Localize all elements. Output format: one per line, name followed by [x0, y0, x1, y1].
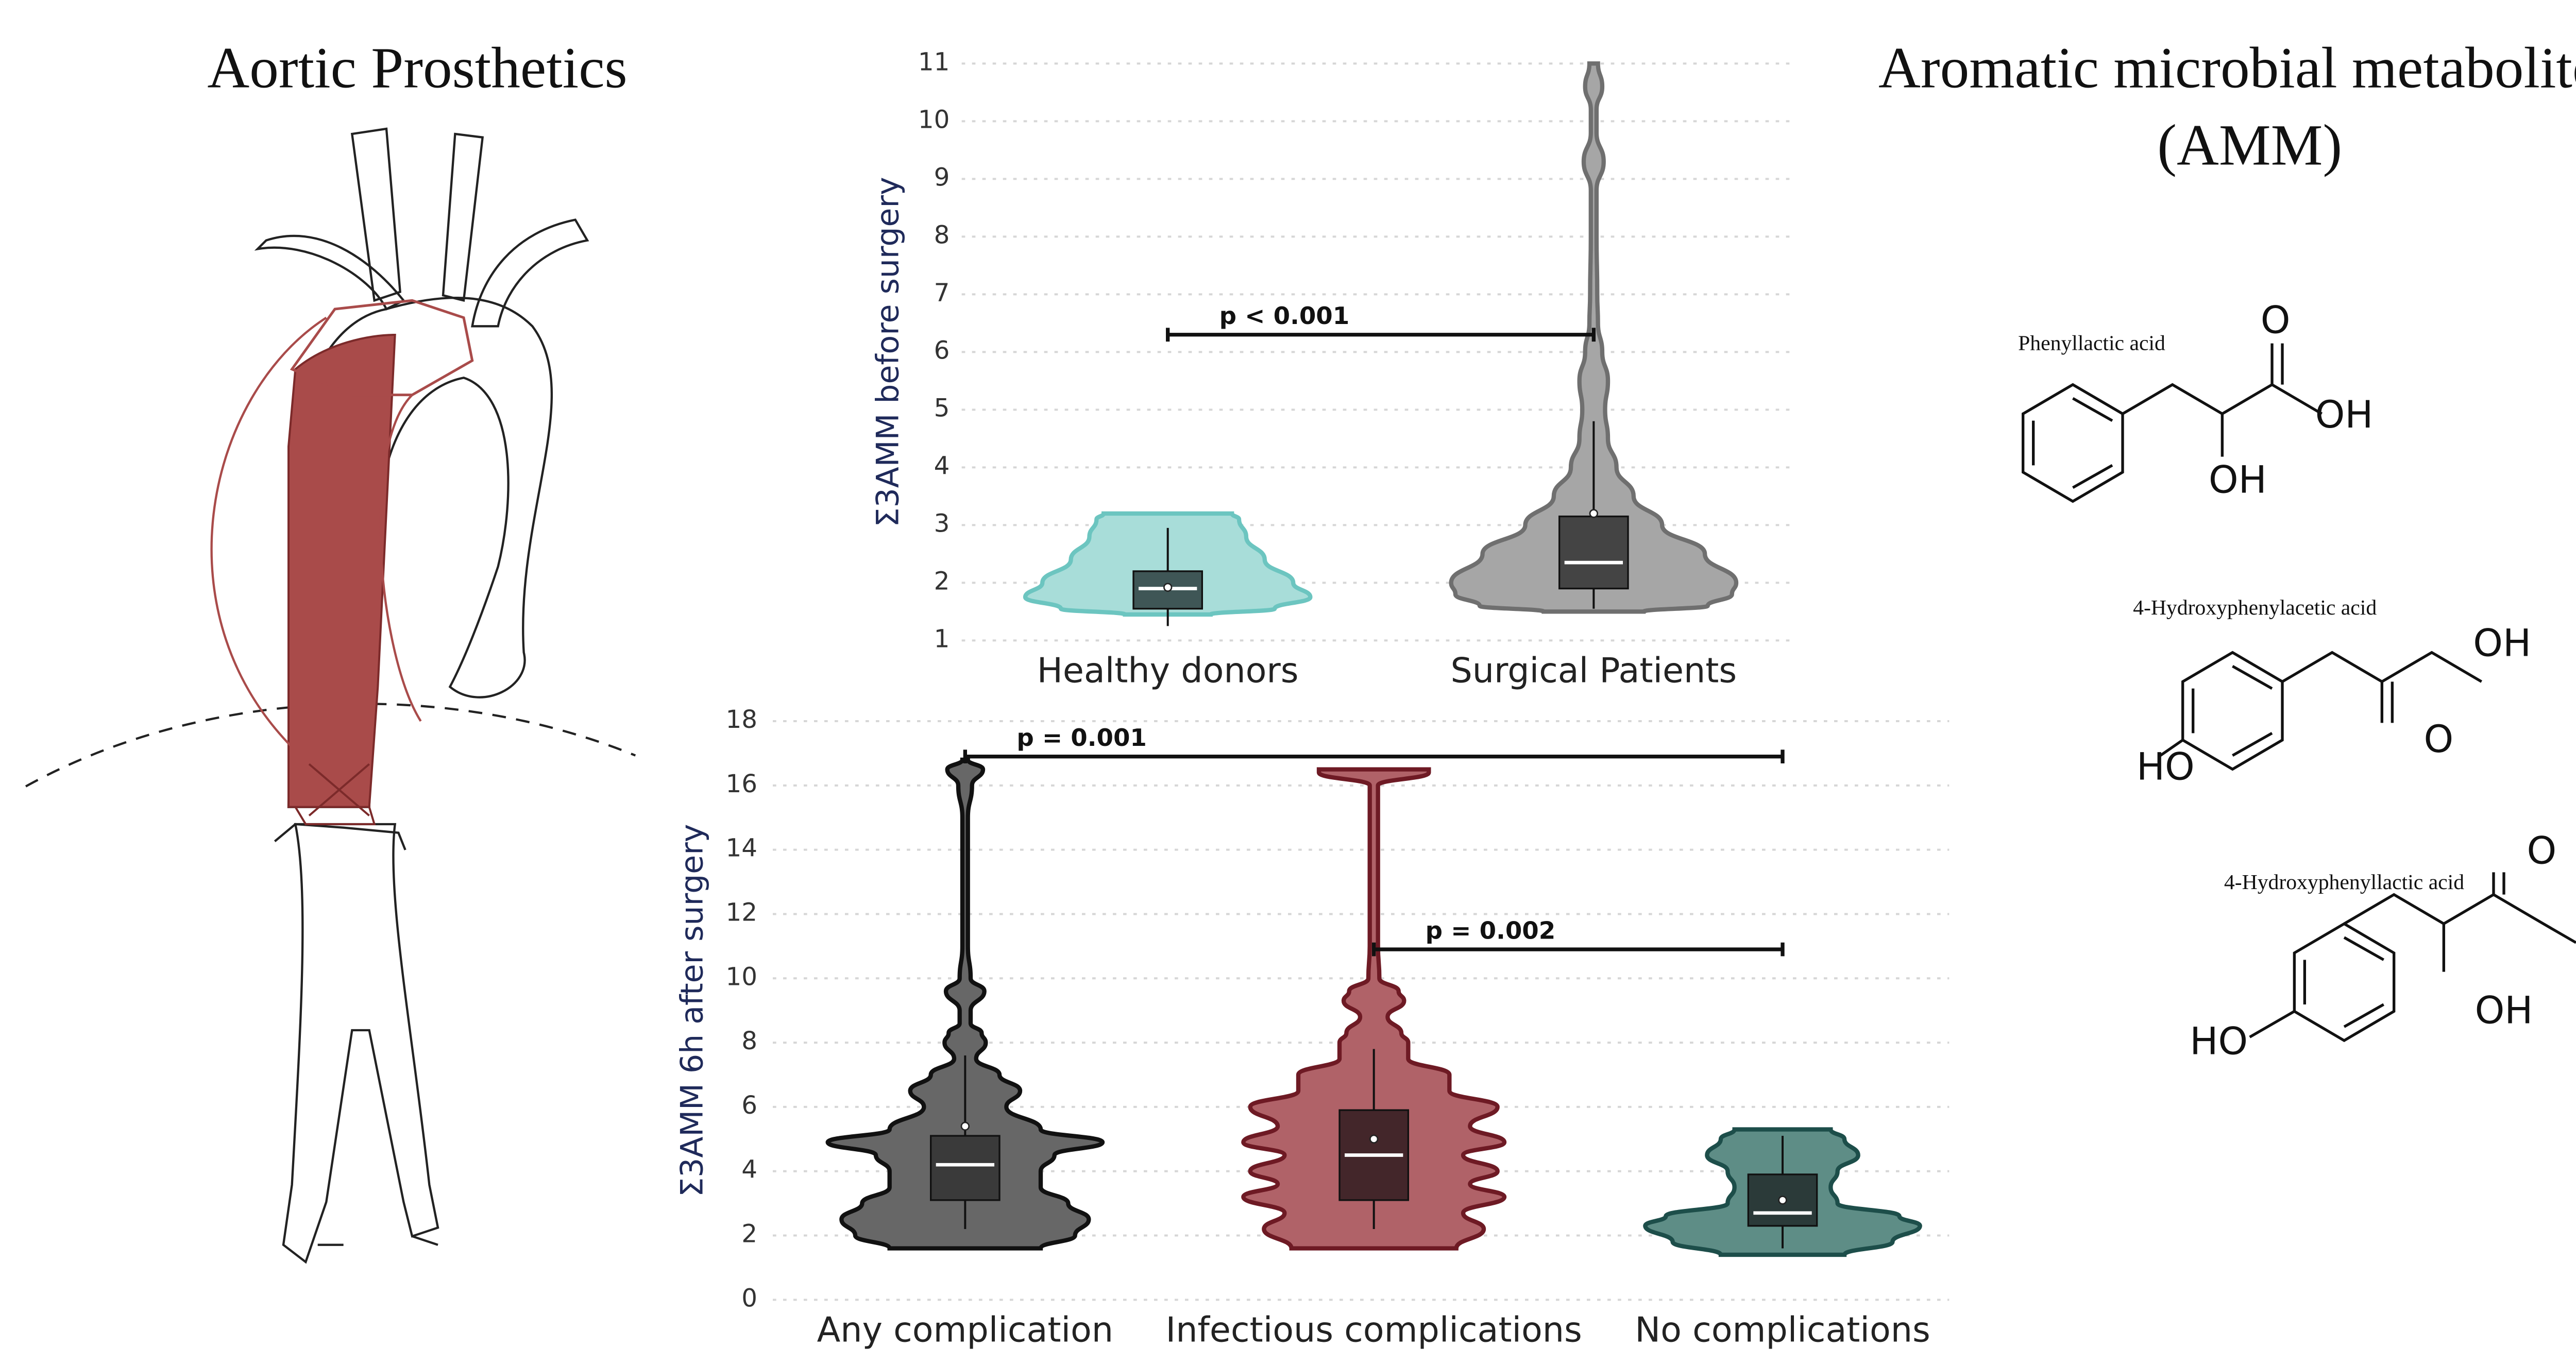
atom-label: OH	[2475, 989, 2533, 1033]
y-tick-label: 12	[726, 898, 758, 927]
mean	[1778, 1196, 1787, 1205]
molecule-name: Phenyllactic acid	[2018, 332, 2165, 355]
y-tick-label: 6	[934, 336, 950, 365]
x-tick-label: Any complication	[817, 1310, 1113, 1350]
y-tick-label: 2	[934, 567, 950, 595]
atom-label: O	[2261, 299, 2291, 343]
y-tick-label: 3	[934, 509, 950, 538]
mean	[960, 1121, 970, 1131]
molecule-name: 4-Hydroxyphenylacetic acid	[2133, 596, 2377, 620]
mean	[1369, 1134, 1379, 1144]
atom-label: HO	[2137, 745, 2195, 789]
left-title: Aortic Prosthetics	[207, 35, 627, 100]
significance-bracket	[1166, 328, 1596, 342]
y-tick-label: 0	[741, 1284, 757, 1312]
y-axis-label: Σ3AMM 6h after surgery	[674, 824, 710, 1197]
y-tick-label: 16	[726, 770, 758, 798]
atom-label: OH	[2473, 621, 2531, 665]
x-tick-label: Surgical Patients	[1451, 651, 1737, 691]
aorta-drawing	[25, 127, 636, 1264]
y-tick-label: 14	[726, 834, 758, 863]
atom-label: OH	[2209, 458, 2267, 502]
y-tick-label: 9	[934, 163, 950, 192]
y-tick-label: 5	[934, 394, 950, 422]
mean	[1163, 583, 1173, 592]
y-tick-label: 4	[741, 1155, 757, 1184]
y-tick-label: 7	[934, 278, 950, 307]
y-tick-label: 18	[726, 705, 758, 734]
y-tick-label: 10	[918, 105, 950, 134]
y-tick-label: 10	[726, 962, 758, 991]
right-title: Aromatic microbial metabolites	[1878, 35, 2576, 100]
atom-label: OH	[2315, 393, 2374, 437]
x-tick-label: Infectious complications	[1166, 1310, 1582, 1350]
y-tick-label: 6	[741, 1091, 757, 1120]
p-value: p = 0.001	[1016, 724, 1147, 752]
right-title: (AMM)	[2157, 112, 2342, 177]
atom-label: HO	[2190, 1020, 2248, 1064]
molecule-name: 4-Hydroxyphenyllactic acid	[2224, 871, 2464, 894]
y-tick-label: 2	[741, 1220, 757, 1249]
violin	[825, 757, 1105, 1251]
y-tick-label: 4	[934, 451, 950, 480]
box	[1558, 515, 1629, 590]
y-axis-label: Σ3AMM before surgery	[870, 177, 906, 527]
x-tick-label: No complications	[1635, 1310, 1930, 1350]
box	[930, 1135, 1001, 1201]
atom-label: O	[2527, 829, 2556, 873]
y-tick-label: 8	[934, 220, 950, 249]
atom-label: O	[2424, 718, 2453, 761]
significance-bracket	[1371, 942, 1785, 957]
y-tick-label: 11	[918, 47, 950, 76]
violin	[1241, 767, 1507, 1251]
p-value: p < 0.001	[1219, 302, 1350, 330]
y-tick-label: 8	[741, 1027, 757, 1055]
significance-bracket	[963, 749, 1785, 763]
mean	[1589, 509, 1598, 518]
molecule-structures	[2021, 343, 2576, 1043]
y-tick-label: 1	[934, 624, 950, 653]
p-value: p = 0.002	[1426, 917, 1556, 945]
x-tick-label: Healthy donors	[1037, 651, 1299, 691]
